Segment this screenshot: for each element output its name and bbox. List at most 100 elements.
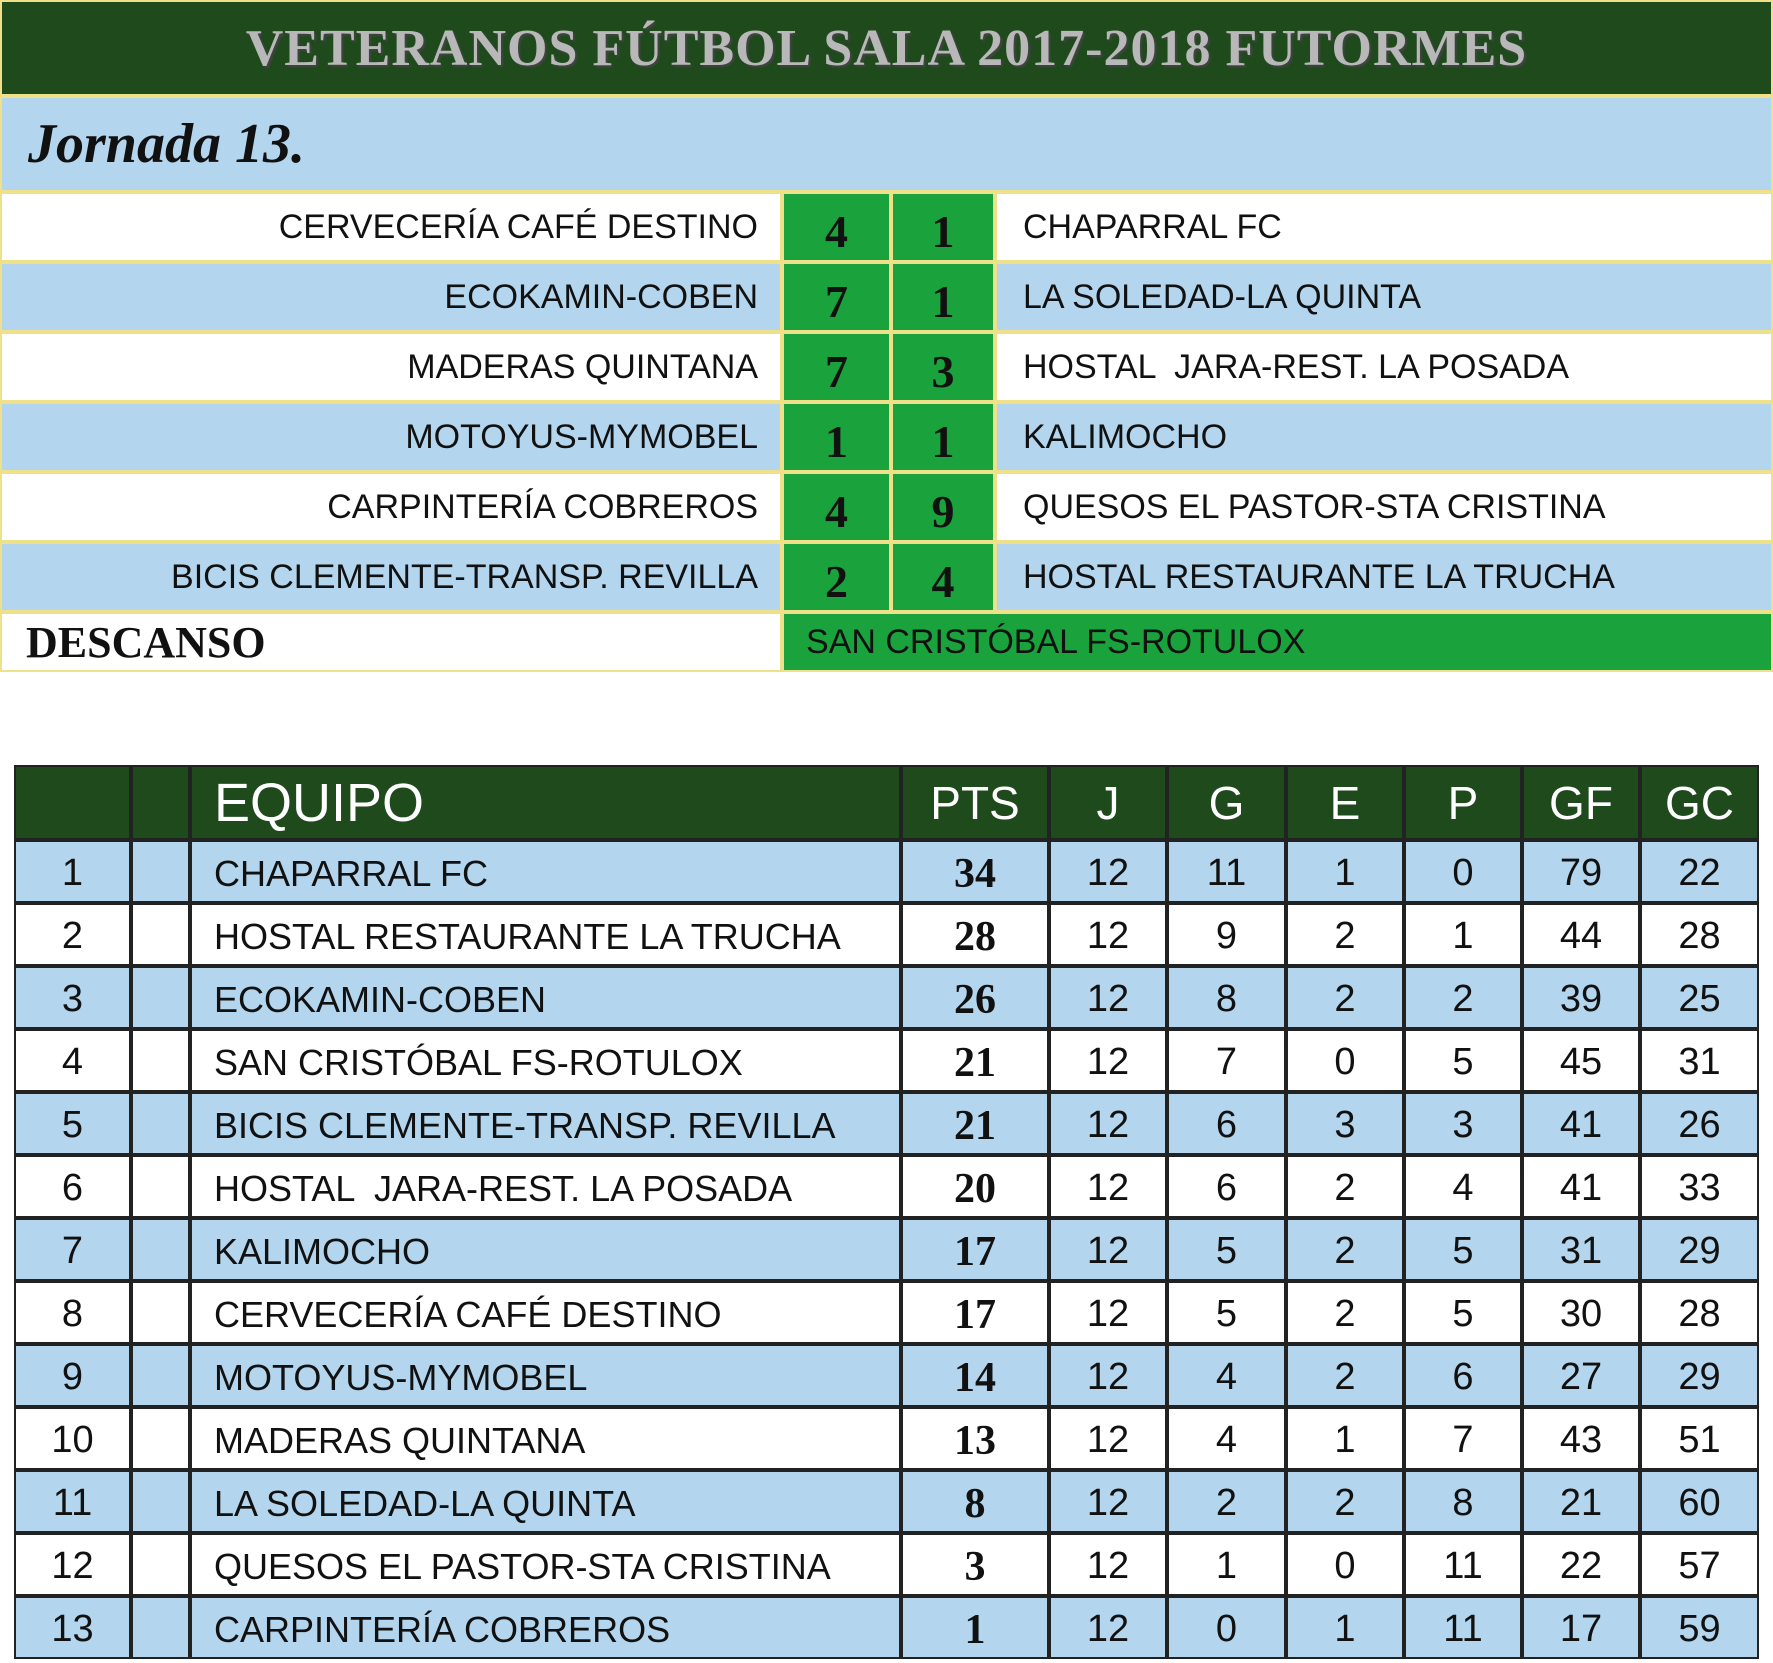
points: 14 <box>901 1344 1049 1407</box>
blank-cell <box>131 966 190 1029</box>
position: 1 <box>14 840 131 903</box>
home-score: 7 <box>782 262 891 332</box>
stat: 12 <box>1049 966 1167 1029</box>
team-name: HOSTAL JARA-REST. LA POSADA <box>190 1155 901 1218</box>
blank-cell <box>131 1155 190 1218</box>
stat: 6 <box>1404 1344 1522 1407</box>
column-header: PTS <box>901 765 1049 840</box>
stat: 2 <box>1286 1155 1404 1218</box>
away-score: 3 <box>891 332 995 402</box>
stat: 5 <box>1404 1281 1522 1344</box>
stat: 2 <box>1286 903 1404 966</box>
blank-cell <box>131 1029 190 1092</box>
home-score: 4 <box>782 192 891 262</box>
home-team: CERVECERÍA CAFÉ DESTINO <box>0 192 782 262</box>
stat: 22 <box>1640 840 1759 903</box>
stat: 4 <box>1404 1155 1522 1218</box>
stat: 5 <box>1404 1218 1522 1281</box>
team-name: SAN CRISTÓBAL FS-ROTULOX <box>190 1029 901 1092</box>
stat: 31 <box>1522 1218 1640 1281</box>
stat: 12 <box>1049 1596 1167 1659</box>
home-score: 1 <box>782 402 891 472</box>
rest-label: DESCANSO <box>0 612 782 672</box>
position: 3 <box>14 966 131 1029</box>
team-name: MADERAS QUINTANA <box>190 1407 901 1470</box>
position: 2 <box>14 903 131 966</box>
points: 13 <box>901 1407 1049 1470</box>
away-team: KALIMOCHO <box>995 402 1773 472</box>
away-score: 9 <box>891 472 995 542</box>
stat: 21 <box>1522 1470 1640 1533</box>
home-team: MADERAS QUINTANA <box>0 332 782 402</box>
stat: 3 <box>1286 1092 1404 1155</box>
stat: 8 <box>1167 966 1286 1029</box>
team-name: LA SOLEDAD-LA QUINTA <box>190 1470 901 1533</box>
blank-cell <box>131 903 190 966</box>
title: VETERANOS FÚTBOL SALA 2017-2018 FUTORMES <box>0 0 1773 96</box>
column-header: G <box>1167 765 1286 840</box>
stat: 11 <box>1167 840 1286 903</box>
blank-cell <box>131 1596 190 1659</box>
position: 5 <box>14 1092 131 1155</box>
stat: 33 <box>1640 1155 1759 1218</box>
stat: 11 <box>1404 1596 1522 1659</box>
stat: 51 <box>1640 1407 1759 1470</box>
stat: 27 <box>1522 1344 1640 1407</box>
stat: 28 <box>1640 1281 1759 1344</box>
stat: 11 <box>1404 1533 1522 1596</box>
points: 17 <box>901 1281 1049 1344</box>
stat: 28 <box>1640 903 1759 966</box>
stat: 39 <box>1522 966 1640 1029</box>
team-name: ECOKAMIN-COBEN <box>190 966 901 1029</box>
stat: 4 <box>1167 1407 1286 1470</box>
stat: 12 <box>1049 903 1167 966</box>
stat: 44 <box>1522 903 1640 966</box>
stat: 12 <box>1049 1218 1167 1281</box>
stat: 7 <box>1167 1029 1286 1092</box>
team-name: CARPINTERÍA COBREROS <box>190 1596 901 1659</box>
stat: 30 <box>1522 1281 1640 1344</box>
stat: 12 <box>1049 1029 1167 1092</box>
home-score: 4 <box>782 472 891 542</box>
column-header: P <box>1404 765 1522 840</box>
position: 11 <box>14 1470 131 1533</box>
blank-cell <box>131 1281 190 1344</box>
header-cell <box>14 765 131 840</box>
position: 7 <box>14 1218 131 1281</box>
column-header: EQUIPO <box>190 765 901 840</box>
stat: 25 <box>1640 966 1759 1029</box>
stat: 79 <box>1522 840 1640 903</box>
stat: 29 <box>1640 1344 1759 1407</box>
stat: 29 <box>1640 1218 1759 1281</box>
position: 13 <box>14 1596 131 1659</box>
team-name: MOTOYUS-MYMOBEL <box>190 1344 901 1407</box>
position: 4 <box>14 1029 131 1092</box>
stat: 12 <box>1049 1407 1167 1470</box>
team-name: CHAPARRAL FC <box>190 840 901 903</box>
stat: 2 <box>1286 1218 1404 1281</box>
stat: 12 <box>1049 1092 1167 1155</box>
stat: 3 <box>1404 1092 1522 1155</box>
stat: 6 <box>1167 1092 1286 1155</box>
position: 9 <box>14 1344 131 1407</box>
blank-cell <box>131 1344 190 1407</box>
away-score: 1 <box>891 402 995 472</box>
stat: 43 <box>1522 1407 1640 1470</box>
position: 12 <box>14 1533 131 1596</box>
home-score: 7 <box>782 332 891 402</box>
stat: 57 <box>1640 1533 1759 1596</box>
stat: 2 <box>1404 966 1522 1029</box>
team-name: HOSTAL RESTAURANTE LA TRUCHA <box>190 903 901 966</box>
stat: 5 <box>1167 1218 1286 1281</box>
stat: 26 <box>1640 1092 1759 1155</box>
round-title: Jornada 13. <box>0 96 1773 192</box>
position: 6 <box>14 1155 131 1218</box>
team-name: BICIS CLEMENTE-TRANSP. REVILLA <box>190 1092 901 1155</box>
stat: 4 <box>1167 1344 1286 1407</box>
blank-cell <box>131 840 190 903</box>
stat: 0 <box>1167 1596 1286 1659</box>
column-header: J <box>1049 765 1167 840</box>
points: 17 <box>901 1218 1049 1281</box>
stat: 2 <box>1286 1344 1404 1407</box>
